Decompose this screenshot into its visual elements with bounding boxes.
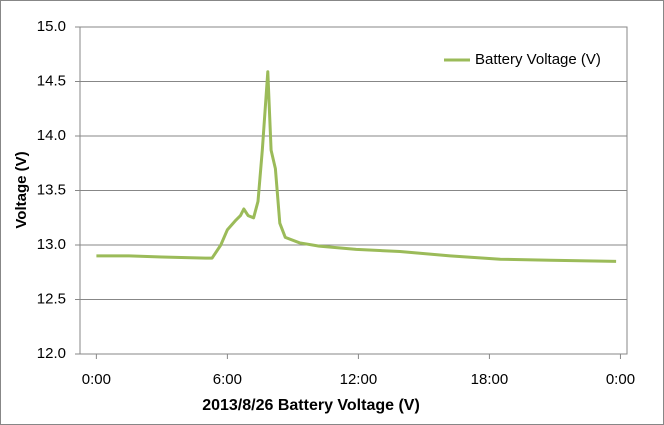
y-tick-label: 12.0 bbox=[37, 345, 66, 362]
y-tick-label: 14.0 bbox=[37, 127, 66, 144]
y-tick-label: 13.5 bbox=[37, 181, 66, 198]
plot-border bbox=[79, 26, 628, 355]
legend-label: Battery Voltage (V) bbox=[475, 51, 601, 68]
x-tick-label: 12:00 bbox=[340, 371, 378, 388]
y-tick-label: 13.0 bbox=[37, 236, 66, 253]
x-axis-title: 2013/8/26 Battery Voltage (V) bbox=[202, 397, 420, 414]
y-tick-label: 14.5 bbox=[37, 72, 66, 89]
y-tick-label: 15.0 bbox=[37, 18, 66, 35]
x-tick-label: 6:00 bbox=[213, 371, 242, 388]
line-series bbox=[96, 70, 617, 263]
x-tick-label: 18:00 bbox=[471, 371, 509, 388]
x-tick-label: 0:00 bbox=[606, 371, 635, 388]
x-tick-label: 0:00 bbox=[82, 371, 111, 388]
y-tick-label: 12.5 bbox=[37, 290, 66, 307]
y-axis-title: Voltage (V) bbox=[13, 151, 30, 228]
